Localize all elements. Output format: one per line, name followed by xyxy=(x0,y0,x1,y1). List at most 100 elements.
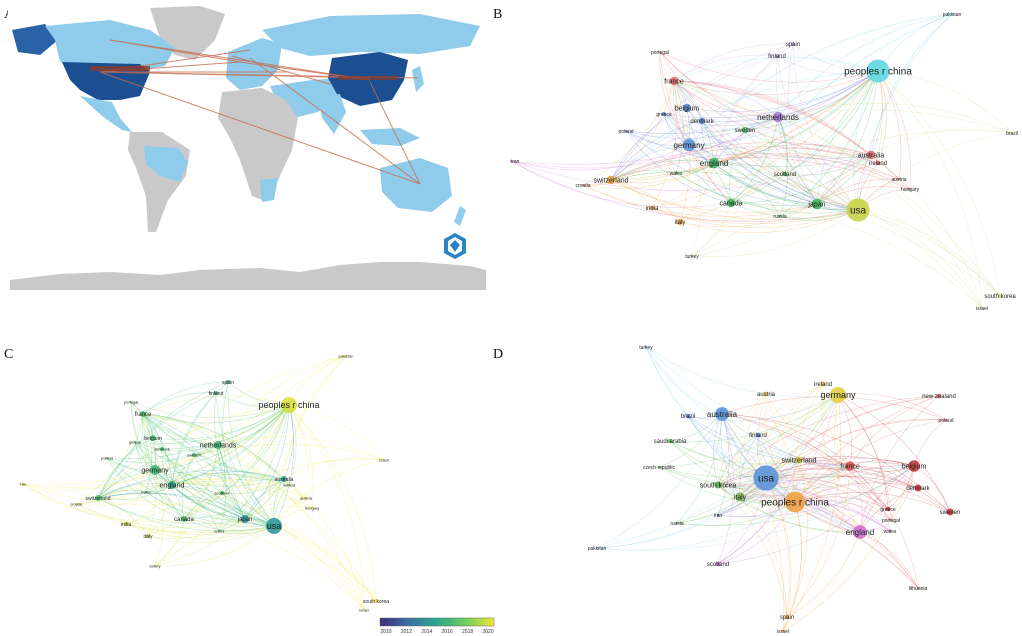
d-label-saudi-arabia: saudi arabia xyxy=(654,439,687,445)
c-label-ireland: ireland xyxy=(283,482,295,487)
c-label-australia: australia xyxy=(275,477,294,483)
b-label-austria: austria xyxy=(891,177,906,183)
b-label-croatia: croatia xyxy=(575,183,590,189)
b-edges xyxy=(510,13,1013,309)
b-node-greece xyxy=(661,111,667,117)
d-node-israel xyxy=(781,629,785,633)
c-node-south-korea xyxy=(374,599,378,603)
d-label-germany: germany xyxy=(820,390,856,400)
d-node-australia xyxy=(715,407,729,421)
japan xyxy=(412,66,424,92)
c-label-scotland: scotland xyxy=(215,490,230,495)
c-node-switzerland xyxy=(95,495,101,501)
d-label-denmark: denmark xyxy=(906,486,930,492)
b-label-usa: usa xyxy=(850,206,867,217)
c-label-russia: russia xyxy=(214,528,225,533)
d-node-russia xyxy=(675,521,679,525)
b-label-sweden: sweden xyxy=(735,128,756,134)
d-node-france xyxy=(845,461,855,471)
b-label-finland: finland xyxy=(768,54,786,60)
b-label-india: india xyxy=(646,206,659,212)
d-node-germany xyxy=(829,386,847,404)
c-node-peoples-r-china xyxy=(281,397,297,413)
c-label-italy: italy xyxy=(144,534,153,540)
d-label-israel: israel xyxy=(777,629,789,635)
china-link xyxy=(338,76,398,80)
c-label-turkey: turkey xyxy=(150,563,161,568)
new-zealand xyxy=(454,206,466,226)
b-label-scotland: scotland xyxy=(774,172,796,178)
b-node-israel xyxy=(980,306,984,310)
colorbar-tick-label: 2016 xyxy=(442,629,453,635)
network-panel-c: pakistan spain finland peoples r china portu… xyxy=(20,353,390,612)
d-label-south-korea: south korea xyxy=(700,482,737,489)
d-label-austria: austria xyxy=(757,392,776,398)
c-label-belgium: belgium xyxy=(144,436,162,442)
b-node-finland xyxy=(774,53,780,59)
b-node-spain xyxy=(790,41,796,47)
panel-label-d: D xyxy=(493,347,503,362)
b-label-france: france xyxy=(664,78,684,85)
d-node-italy xyxy=(735,492,745,502)
brazil xyxy=(144,146,188,182)
d-label-usa: usa xyxy=(758,474,775,485)
c-label-england: england xyxy=(160,482,185,489)
c-node-croatia xyxy=(75,503,77,505)
c-node-ireland xyxy=(288,484,290,486)
d-label-poland: poland xyxy=(938,418,953,424)
b-node-croatia xyxy=(581,183,585,187)
c-node-canada xyxy=(181,516,187,522)
b-node-india xyxy=(649,205,655,211)
d-label-turkey: turkey xyxy=(639,345,653,351)
b-label-peoples-r-china: peoples r china xyxy=(844,67,912,78)
russia xyxy=(262,14,480,56)
c-node-israel xyxy=(363,609,365,611)
b-label-turkey: turkey xyxy=(685,254,699,260)
d-node-switzerland xyxy=(795,456,803,464)
usa-china-link xyxy=(90,66,150,71)
d-label-scotland: scotland xyxy=(707,562,729,568)
b-label-switzerland: switzerland xyxy=(593,177,628,184)
c-label-germany: germany xyxy=(141,467,169,474)
d-label-finland: finland xyxy=(749,433,767,439)
c-label-israel: israel xyxy=(359,607,369,612)
b-label-south-korea: south korea xyxy=(984,294,1016,300)
south-africa xyxy=(260,178,278,202)
d-node-ireland xyxy=(820,381,826,387)
b-node-australia xyxy=(866,150,876,160)
b-node-poland xyxy=(624,129,628,133)
d-node-new-zealand xyxy=(936,393,942,399)
b-node-belgium xyxy=(682,103,692,113)
b-node-italy xyxy=(676,218,684,226)
c-label-brazil: brazil xyxy=(379,457,389,462)
d-label-england: england xyxy=(846,528,874,537)
d-label-wales: wales xyxy=(884,529,897,535)
year-colorbar: 2010 2012 2014 2016 2018 2020 xyxy=(379,617,495,635)
d-node-belgium xyxy=(908,460,920,472)
colorbar-gradient xyxy=(379,617,495,627)
c-label-wales: wales xyxy=(141,489,151,494)
b-label-canada: canada xyxy=(720,200,743,207)
d-label-pakistan: pakistan xyxy=(588,546,607,552)
d-label-lithuania: lithuania xyxy=(909,586,928,592)
b-label-russia: russia xyxy=(773,214,787,220)
b-label-brazil: brazil xyxy=(1006,131,1018,137)
c-label-usa: usa xyxy=(267,521,282,531)
b-node-ireland xyxy=(875,160,881,166)
network-panel-d: turkey ireland austria germany new zealand br… xyxy=(588,345,961,635)
d-node-peoples-r-china xyxy=(784,491,806,513)
b-node-turkey xyxy=(690,254,694,258)
c-label-india: india xyxy=(121,522,132,528)
b-node-japan xyxy=(811,198,823,210)
b-label-israel: israel xyxy=(976,306,988,312)
d-edges xyxy=(596,346,951,632)
c-node-finland xyxy=(214,391,218,395)
c-node-australia xyxy=(281,476,287,482)
d-node-spain xyxy=(784,614,790,620)
b-label-denmark: denmark xyxy=(690,119,714,125)
d-node-greece xyxy=(885,506,891,512)
d-node-pakistan xyxy=(595,546,599,550)
d-label-spain: spain xyxy=(780,615,794,621)
b-node-wales xyxy=(674,171,678,175)
